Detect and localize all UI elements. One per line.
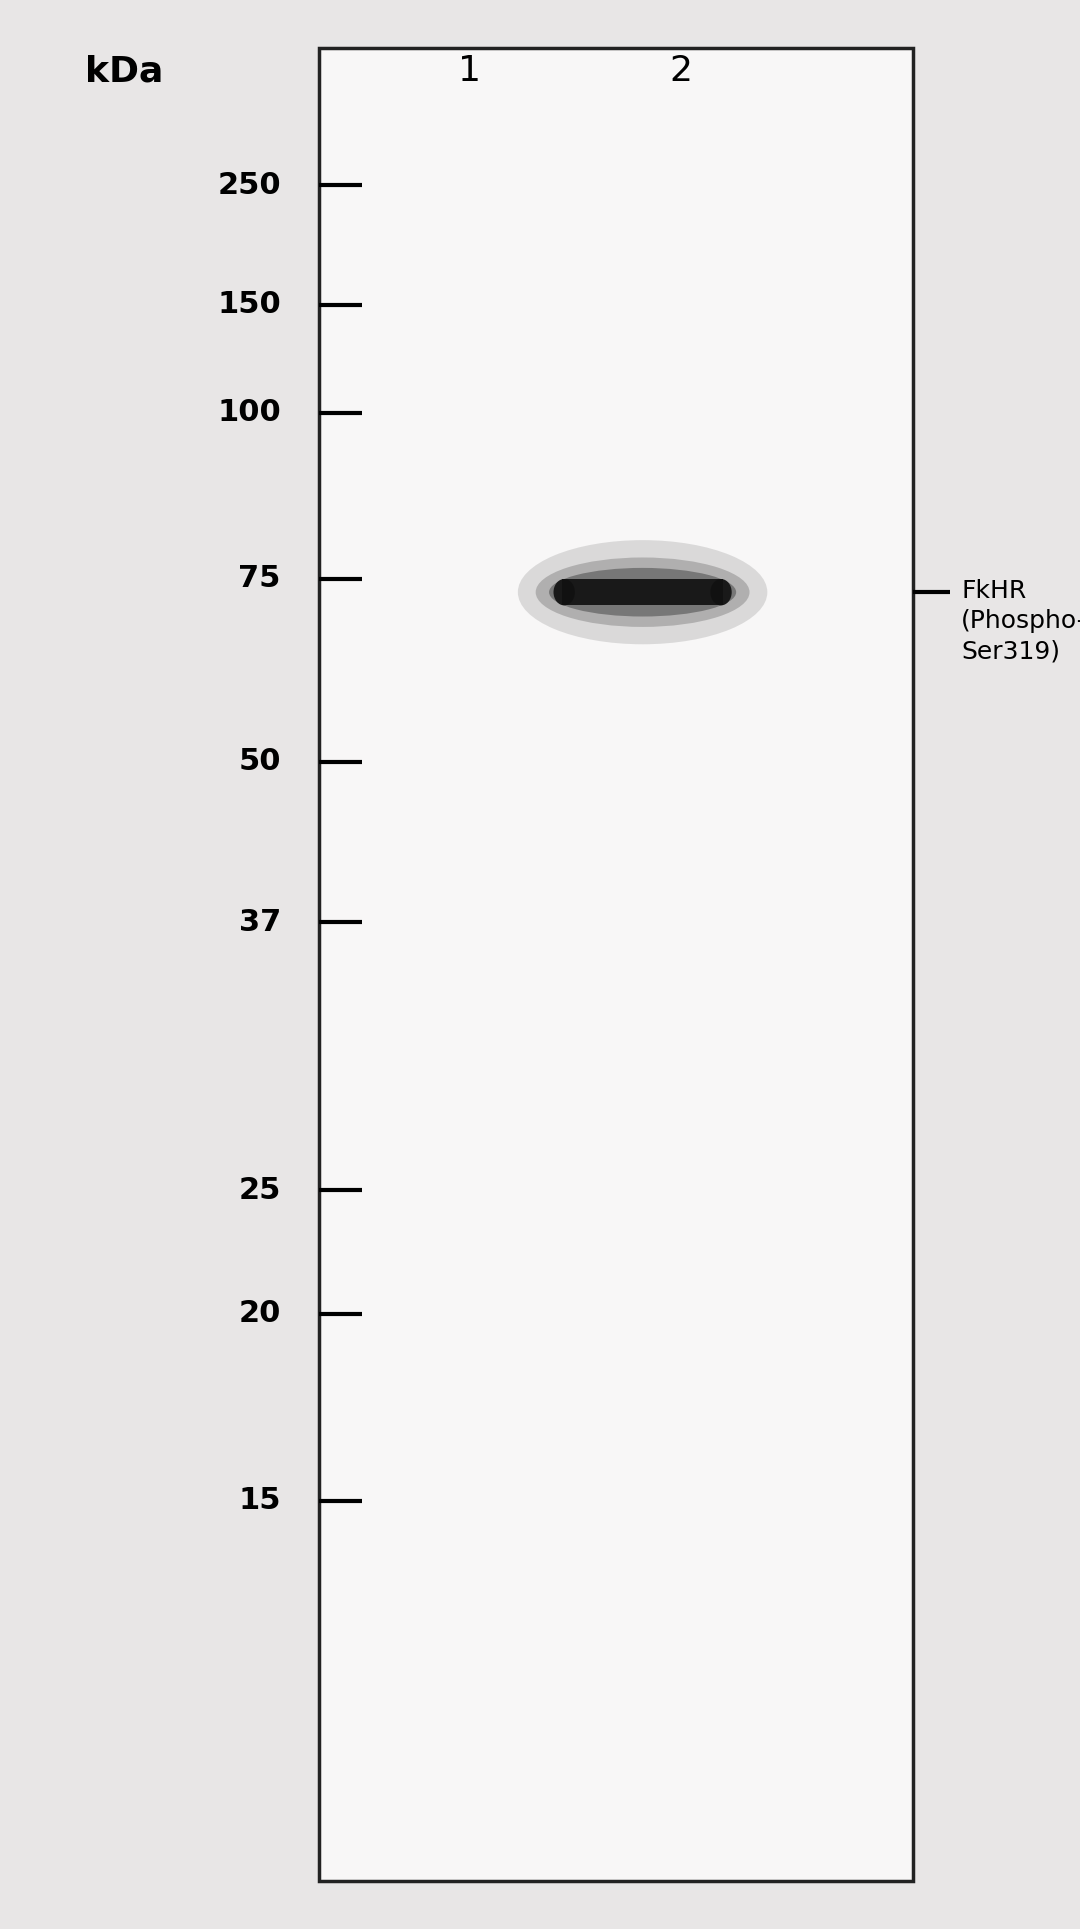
Text: 25: 25 (239, 1175, 281, 1206)
Text: 1: 1 (458, 54, 482, 89)
Text: 20: 20 (239, 1298, 281, 1329)
Text: 15: 15 (239, 1485, 281, 1516)
Text: kDa: kDa (85, 54, 163, 89)
Bar (563, 579, 723, 606)
Bar (319, 48, 913, 1881)
Text: 50: 50 (239, 747, 281, 777)
Ellipse shape (518, 540, 767, 644)
Text: 100: 100 (217, 397, 281, 428)
Ellipse shape (711, 579, 732, 606)
Text: 37: 37 (239, 907, 281, 937)
Text: FkHR
(Phospho-
Ser319): FkHR (Phospho- Ser319) (961, 579, 1080, 664)
Ellipse shape (549, 567, 737, 617)
Ellipse shape (554, 579, 575, 606)
Text: 150: 150 (217, 289, 281, 320)
Ellipse shape (536, 557, 750, 627)
Text: 2: 2 (669, 54, 692, 89)
Text: 75: 75 (239, 563, 281, 594)
Text: 250: 250 (217, 170, 281, 201)
